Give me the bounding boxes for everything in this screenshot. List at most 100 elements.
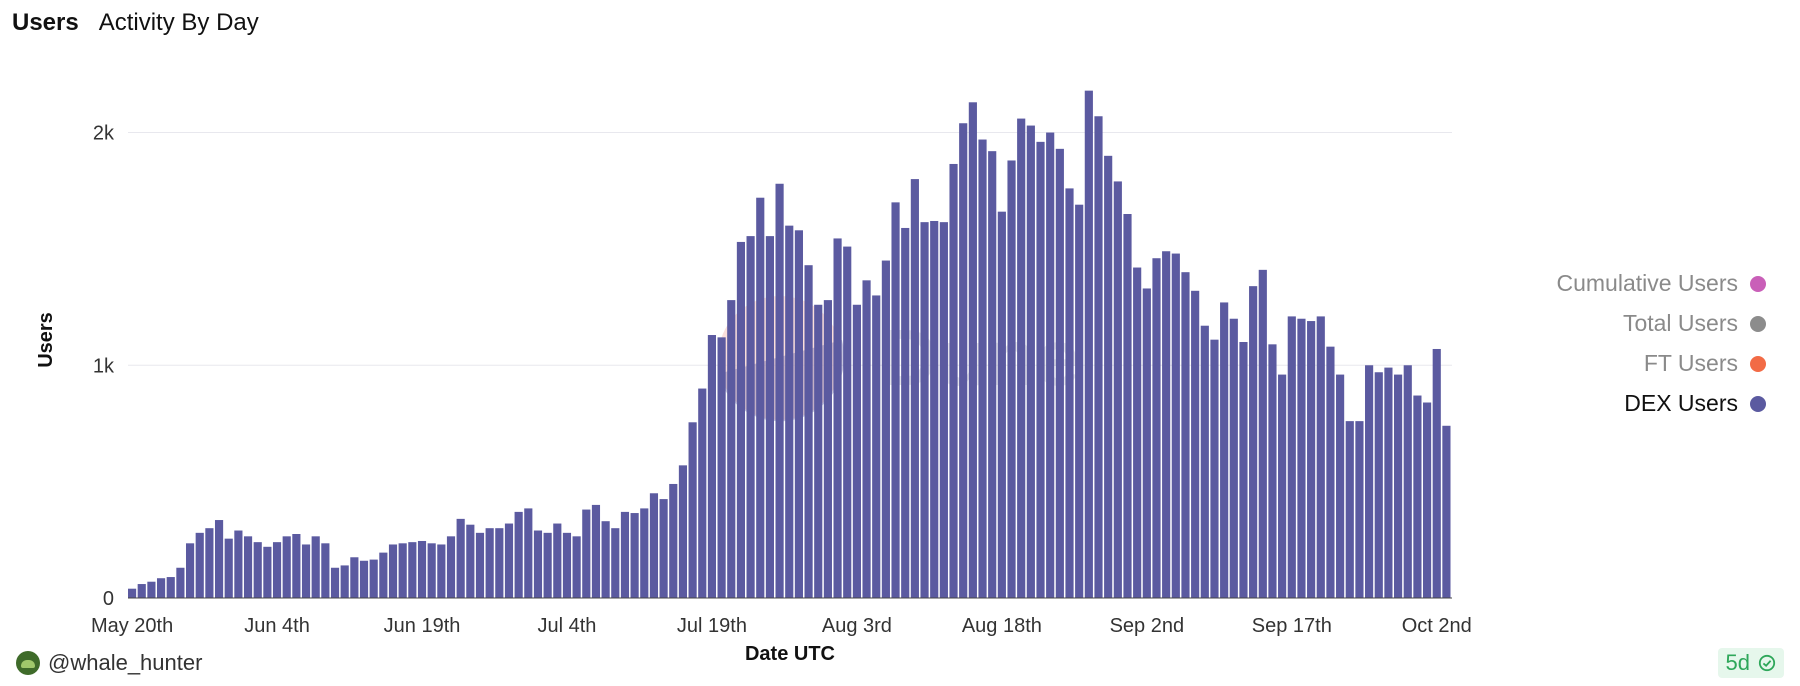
bar[interactable] [427, 543, 436, 598]
bar[interactable] [195, 532, 204, 598]
bar[interactable] [214, 520, 224, 598]
bar[interactable] [1162, 251, 1171, 599]
bar[interactable] [562, 532, 572, 598]
bar[interactable] [862, 280, 871, 598]
bar[interactable] [1026, 125, 1035, 598]
bar[interactable] [504, 523, 514, 598]
bar[interactable] [282, 536, 291, 598]
bar[interactable] [823, 300, 832, 598]
bar[interactable] [910, 179, 919, 598]
bar[interactable] [756, 197, 765, 598]
bar[interactable] [359, 560, 369, 598]
bar[interactable] [698, 388, 707, 598]
bar[interactable] [446, 536, 456, 598]
bar[interactable] [1113, 181, 1122, 599]
bar[interactable] [272, 542, 282, 598]
bar[interactable] [794, 230, 803, 599]
bar[interactable] [1007, 160, 1016, 598]
bar[interactable] [1239, 342, 1248, 598]
bar[interactable] [582, 509, 591, 598]
bar[interactable] [717, 337, 726, 598]
bar[interactable] [185, 543, 195, 598]
bar[interactable] [1210, 339, 1219, 598]
bar[interactable] [833, 238, 842, 598]
bar[interactable] [852, 304, 861, 598]
bar[interactable] [727, 300, 736, 598]
bar[interactable] [156, 578, 166, 598]
bar[interactable] [495, 528, 504, 598]
bar[interactable] [804, 265, 813, 598]
bar[interactable] [1249, 286, 1258, 598]
legend-item-dex-users[interactable]: DEX Users [1624, 390, 1766, 417]
bar[interactable] [572, 536, 581, 598]
bar[interactable] [1413, 395, 1422, 598]
bar[interactable] [1258, 269, 1267, 598]
bar[interactable] [775, 183, 784, 598]
bar[interactable] [128, 588, 137, 598]
bar[interactable] [1055, 148, 1064, 598]
bar[interactable] [988, 151, 997, 598]
bar[interactable] [1084, 90, 1093, 599]
bar[interactable] [1142, 288, 1151, 598]
bar[interactable] [263, 546, 272, 598]
bar[interactable] [1326, 346, 1335, 598]
bar[interactable] [1036, 141, 1045, 598]
bar[interactable] [746, 236, 755, 599]
bar[interactable] [1423, 402, 1432, 598]
bar[interactable] [707, 335, 717, 598]
bar[interactable] [524, 508, 533, 598]
bar[interactable] [514, 511, 523, 598]
bar[interactable] [485, 528, 494, 598]
bar[interactable] [408, 542, 417, 598]
bar[interactable] [553, 523, 562, 598]
bar[interactable] [1307, 321, 1316, 598]
bar[interactable] [1220, 302, 1229, 598]
bar[interactable] [398, 543, 407, 598]
bar[interactable] [881, 260, 890, 598]
bar[interactable] [591, 504, 601, 598]
bar[interactable] [843, 246, 852, 598]
bar[interactable] [388, 544, 398, 598]
bar[interactable] [630, 513, 639, 598]
bar[interactable] [949, 163, 958, 598]
bar[interactable] [1065, 188, 1074, 598]
bar[interactable] [1442, 425, 1451, 598]
bar[interactable] [959, 123, 968, 599]
bar[interactable] [437, 544, 446, 598]
bar[interactable] [1075, 204, 1084, 598]
bar[interactable] [785, 225, 794, 598]
bar[interactable] [1355, 421, 1364, 598]
bar[interactable] [1152, 258, 1161, 598]
bar[interactable] [1336, 374, 1345, 598]
bar[interactable] [350, 557, 359, 598]
bar[interactable] [649, 493, 659, 598]
bar[interactable] [147, 581, 156, 598]
bar[interactable] [1316, 316, 1325, 598]
bar[interactable] [369, 559, 378, 598]
bar[interactable] [736, 241, 746, 598]
bar[interactable] [1171, 253, 1180, 598]
bar[interactable] [330, 567, 340, 598]
bar[interactable] [997, 211, 1006, 599]
bar[interactable] [166, 577, 175, 598]
bar[interactable] [340, 565, 349, 598]
bar[interactable] [456, 518, 465, 598]
bar[interactable] [659, 499, 668, 598]
bar[interactable] [611, 528, 620, 598]
bar[interactable] [891, 202, 900, 599]
bar[interactable] [292, 534, 301, 598]
bar[interactable] [205, 528, 214, 598]
bar[interactable] [930, 220, 939, 599]
bar[interactable] [688, 422, 697, 598]
legend-item-total-users[interactable]: Total Users [1623, 310, 1766, 337]
bar[interactable] [321, 543, 330, 598]
bar[interactable] [1123, 214, 1132, 598]
bar[interactable] [533, 530, 543, 598]
bar[interactable] [243, 536, 253, 598]
bar[interactable] [1181, 272, 1190, 598]
bar[interactable] [543, 532, 552, 598]
bar[interactable] [1297, 318, 1306, 598]
bar[interactable] [1104, 155, 1113, 598]
bar[interactable] [1384, 367, 1393, 598]
bar[interactable] [1374, 372, 1383, 598]
